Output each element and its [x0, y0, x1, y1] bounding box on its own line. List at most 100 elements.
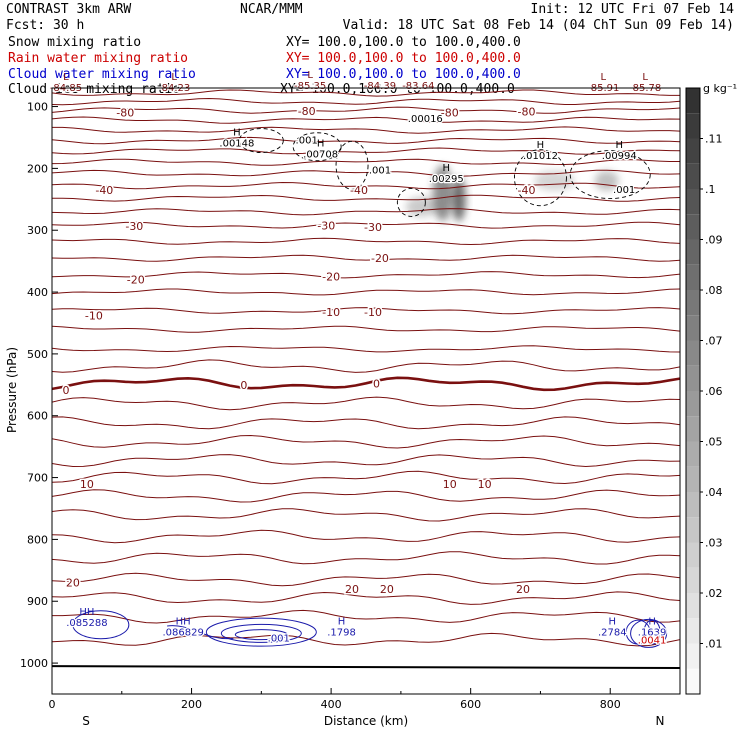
colorbar-label: .07 [705, 335, 723, 348]
extremum-value: .001 [296, 136, 318, 147]
cloud-ice-contour [292, 132, 342, 162]
temperature-contour [52, 529, 680, 544]
extremum-value: .1639 [638, 627, 667, 638]
temperature-contour [52, 237, 680, 246]
temperature-contour [52, 325, 680, 333]
y-tick-label: 900 [27, 595, 48, 608]
y-tick-label: 800 [27, 533, 48, 546]
contour-label: -10 [364, 306, 382, 319]
extremum-value: .00148 [219, 139, 254, 150]
cloud-ice-contour [238, 128, 284, 154]
temperature-contour [52, 345, 680, 353]
contour-label: -80 [116, 107, 134, 120]
temperature-contour [52, 396, 680, 411]
colorbar-segment [686, 315, 700, 341]
field-xy-rain: XY= 100.0,100.0 to 100.0,400.0 [286, 51, 521, 66]
colorbar-label: .08 [705, 284, 723, 297]
extremum-marker: HH [176, 616, 191, 627]
extremum-marker: L [63, 72, 69, 83]
colorbar-segment [686, 189, 700, 215]
colorbar-segment [686, 416, 700, 442]
temperature-contour [52, 97, 680, 106]
cloud-water-contour [220, 623, 302, 643]
colorbar-label: .06 [705, 385, 723, 398]
extremum-value: .00016 [408, 114, 443, 125]
temperature-contour [52, 551, 680, 565]
x-tick-label: 200 [181, 698, 202, 711]
y-tick-label: 500 [27, 348, 48, 361]
colorbar-label: .04 [705, 486, 723, 499]
cloud-water-contour [630, 618, 668, 648]
extremum-value: -85.91 [587, 83, 619, 94]
colorbar-segment [686, 517, 700, 543]
extremum-value: .00994 [602, 151, 637, 162]
extremum-value: .001 [268, 633, 290, 644]
extremum-marker: H [616, 140, 624, 151]
extremum-marker: H [233, 128, 241, 139]
cloud-ice-contour [513, 149, 567, 207]
extremum-value: .001 [369, 165, 391, 176]
extremum-marker: H [537, 140, 545, 151]
extremum-value: -84.39 [364, 81, 396, 92]
header-title: CONTRAST 3km ARW [6, 2, 131, 17]
field-xy-cloudwater: XY= 100.0,100.0 to 100.0,400.0 [286, 67, 521, 82]
colorbar-label: .11 [705, 133, 723, 146]
cloud-water-contour [167, 625, 234, 640]
contour-group [52, 89, 680, 670]
contour-label: -30 [125, 220, 143, 233]
contour-label: 10 [80, 478, 94, 491]
colorbar-segment [686, 643, 700, 669]
extremum-value: -84.23 [158, 83, 190, 94]
temperature-contour [52, 470, 680, 485]
x-tick-label: 0 [49, 698, 56, 711]
extremum-value: .00708 [303, 149, 338, 160]
colorbar-segment [686, 567, 700, 593]
y-tick-label: 200 [27, 162, 48, 175]
cloud-water-contour [625, 619, 651, 645]
temperature-contour [52, 359, 680, 373]
extremum-value: .1798 [327, 627, 356, 638]
temperature-contour [52, 632, 680, 647]
colorbar-segment [686, 618, 700, 644]
temperature-contour [52, 106, 680, 114]
colorbar-label: .05 [705, 436, 723, 449]
colorbar-segment [686, 340, 700, 366]
temperature-contour [52, 572, 680, 587]
contour-label: 0 [240, 379, 247, 392]
contour-label: -20 [127, 274, 145, 287]
snow-shading [405, 196, 438, 217]
cloud-ice-contour [569, 150, 651, 200]
x-axis-label: Distance (km) [324, 714, 408, 728]
temperature-contour [52, 609, 680, 624]
y-tick-label: 600 [27, 410, 48, 423]
y-tick-label: 100 [27, 101, 48, 114]
plot-frame [51, 87, 681, 695]
extremum-marker: HH [79, 607, 94, 618]
temperature-contour [52, 454, 680, 468]
extremum-marker: H [609, 616, 617, 627]
temperature-contour [52, 307, 680, 315]
contour-label: 20 [516, 583, 530, 596]
colorbar-segment [686, 214, 700, 240]
header-valid: Valid: 18 UTC Sat 08 Feb 14 (04 ChT Sun … [343, 18, 734, 33]
y-tick-label: 400 [27, 286, 48, 299]
colorbar-segment [686, 668, 700, 694]
contour-label: -40 [95, 184, 113, 197]
x-tick-label: 800 [600, 698, 621, 711]
y-tick-label: 300 [27, 224, 48, 237]
contour-label: 10 [443, 478, 457, 491]
colorbar-segment [686, 239, 700, 265]
temperature-contour [52, 136, 680, 145]
temperature-contour [52, 126, 680, 134]
colorbar-segment [686, 391, 700, 417]
temperature-contour [52, 158, 680, 166]
cloud-water-contour [205, 617, 317, 647]
colorbar-label: .02 [705, 587, 723, 600]
extremum-value: .00295 [429, 174, 464, 185]
temperature-contour [52, 416, 680, 430]
temperature-contour [52, 254, 680, 262]
cloud-ice-contour [396, 187, 426, 217]
colorbar-segment [686, 264, 700, 290]
temperature-contour [52, 288, 680, 296]
temperature-contour [52, 194, 680, 202]
